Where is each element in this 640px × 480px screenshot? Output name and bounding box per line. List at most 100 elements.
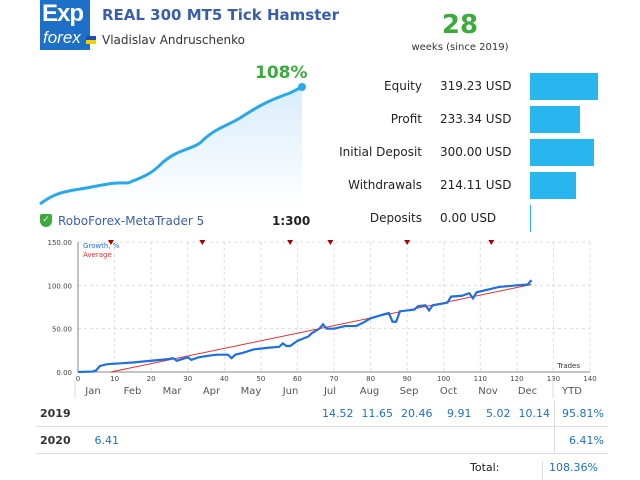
y-tick-label: 150.00 bbox=[48, 239, 73, 247]
verified-shield-icon: ✓ bbox=[40, 214, 52, 227]
marker-icon bbox=[404, 240, 411, 245]
y-tick-label: 50.00 bbox=[52, 326, 72, 334]
month-cell bbox=[201, 426, 240, 454]
month-cell: 14.52 bbox=[318, 400, 358, 427]
month-cell bbox=[397, 426, 437, 454]
month-cell bbox=[279, 426, 318, 454]
stat-label: Deposits bbox=[369, 211, 422, 225]
stat-bar bbox=[530, 106, 580, 133]
stat-bar bbox=[530, 205, 531, 232]
month-header: Nov bbox=[478, 386, 498, 397]
month-header: Dec bbox=[518, 386, 537, 397]
month-cell bbox=[240, 400, 279, 427]
month-cell bbox=[318, 426, 358, 454]
month-cell bbox=[475, 426, 515, 454]
marker-icon bbox=[107, 240, 114, 245]
month-header: May bbox=[241, 386, 262, 397]
x-tick-label: 140 bbox=[583, 375, 596, 383]
month-cell: 20.46 bbox=[397, 400, 437, 427]
stat-bar bbox=[530, 172, 576, 199]
stat-value: 233.34 USD bbox=[440, 112, 512, 126]
month-cell: 5.02 bbox=[475, 400, 515, 427]
x-tick-label: 40 bbox=[220, 375, 229, 383]
monthly-table: 2019 14.52 11.65 20.46 9.91 5.02 10.14 95.81% 20… bbox=[36, 400, 608, 454]
ytd-cell: 6.41% bbox=[554, 426, 608, 454]
sparkline-endpoint bbox=[298, 83, 306, 91]
stat-label: Equity bbox=[384, 79, 422, 93]
month-cell bbox=[84, 400, 123, 427]
sparkline-area bbox=[40, 87, 302, 205]
year-cell: 2019 bbox=[36, 400, 84, 427]
author-name: Vladislav Andruschenko bbox=[102, 33, 245, 47]
logo-subtext: forex bbox=[43, 28, 81, 47]
x-tick-label: 120 bbox=[510, 375, 523, 383]
x-axis-label: Trades bbox=[556, 362, 580, 370]
y-tick-label: 100.00 bbox=[48, 282, 73, 290]
x-tick-label: 20 bbox=[147, 375, 156, 383]
stat-value: 214.11 USD bbox=[440, 178, 512, 192]
sparkline-line bbox=[39, 85, 303, 206]
weeks-count: 28 bbox=[441, 10, 479, 40]
month-header: Jun bbox=[282, 386, 299, 397]
x-tick-label: 90 bbox=[403, 375, 412, 383]
total-label: Total: bbox=[470, 461, 500, 474]
stat-label: Profit bbox=[390, 112, 422, 126]
month-cell bbox=[436, 426, 476, 454]
month-cell bbox=[162, 400, 201, 427]
stat-value: 300.00 USD bbox=[440, 145, 512, 159]
year-cell: 2020 bbox=[36, 426, 84, 454]
month-cell bbox=[514, 426, 555, 454]
month-cell: 6.41 bbox=[84, 426, 123, 454]
logo-text: Exp bbox=[42, 0, 84, 27]
stat-label: Initial Deposit bbox=[339, 145, 422, 159]
table-row: 2020 6.41 6.41% bbox=[36, 426, 608, 454]
x-tick-label: 80 bbox=[366, 375, 375, 383]
total-value: 108.36% bbox=[542, 461, 598, 480]
stat-value: 0.00 USD bbox=[440, 211, 497, 225]
month-header: Jul bbox=[323, 386, 336, 397]
month-header: Mar bbox=[163, 386, 183, 397]
month-header: Jan bbox=[84, 386, 100, 397]
leverage: 1:300 bbox=[272, 214, 311, 228]
month-cell: 10.14 bbox=[514, 400, 555, 427]
month-cell bbox=[240, 426, 279, 454]
stat-bar bbox=[530, 139, 594, 166]
x-tick-label: 50 bbox=[256, 375, 265, 383]
month-cell bbox=[279, 400, 318, 427]
broker-link[interactable]: RoboForex-MetaTrader 5 bbox=[58, 214, 205, 228]
exp-forex-logo[interactable]: Exp forex bbox=[40, 0, 90, 50]
x-tick-label: 110 bbox=[474, 375, 487, 383]
legend-item: Average bbox=[83, 251, 112, 259]
ytd-cell: 95.81% bbox=[554, 400, 608, 427]
y-tick-label: 0.00 bbox=[56, 369, 72, 377]
month-header: YTD bbox=[561, 386, 582, 397]
stat-label: Withdrawals bbox=[348, 178, 422, 192]
growth-line bbox=[77, 279, 533, 374]
legend-item: Growth, % bbox=[83, 242, 120, 250]
marker-icon bbox=[327, 240, 334, 245]
account-title[interactable]: REAL 300 MT5 Tick Hamster bbox=[102, 6, 339, 24]
x-tick-label: 100 bbox=[437, 375, 450, 383]
month-cell bbox=[162, 426, 201, 454]
growth-percent: 108% bbox=[255, 63, 308, 83]
month-cell bbox=[201, 400, 240, 427]
weeks-label: weeks (since 2019) bbox=[411, 42, 509, 53]
stat-bar bbox=[530, 73, 598, 100]
x-tick-label: 30 bbox=[183, 375, 192, 383]
x-tick-label: 10 bbox=[110, 375, 119, 383]
month-cell bbox=[357, 426, 397, 454]
average-line bbox=[110, 283, 532, 373]
x-tick-label: 60 bbox=[293, 375, 302, 383]
growth-sparkline bbox=[39, 83, 306, 206]
month-header: Apr bbox=[203, 386, 221, 397]
x-tick-label: 70 bbox=[330, 375, 339, 383]
month-cell bbox=[123, 426, 162, 454]
month-cell bbox=[123, 400, 162, 427]
month-cell: 9.91 bbox=[436, 400, 476, 427]
marker-icon bbox=[488, 240, 495, 245]
marker-icon bbox=[287, 240, 294, 245]
growth-chart: 01020304050607080901001101201301400.0050… bbox=[48, 239, 597, 398]
month-header: Aug bbox=[360, 386, 380, 397]
ukraine-flag-icon bbox=[86, 36, 96, 44]
x-tick-label: 0 bbox=[76, 375, 80, 383]
